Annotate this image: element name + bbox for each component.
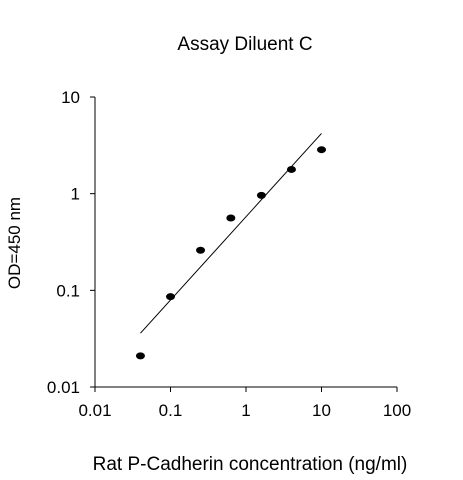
y-axis-ticks: 0.01 0.1 1 10 bbox=[47, 88, 95, 397]
data-point bbox=[226, 214, 236, 222]
y-tick-label: 0.01 bbox=[47, 378, 80, 397]
plot-area: 0.01 0.1 1 10 100 0.01 0.1 1 10 bbox=[47, 88, 411, 420]
x-axis-ticks: 0.01 0.1 1 10 100 bbox=[78, 387, 411, 420]
chart-title: Assay Diluent C bbox=[177, 34, 312, 55]
data-point bbox=[286, 165, 296, 173]
y-tick-label: 0.1 bbox=[56, 281, 80, 300]
y-tick-label: 10 bbox=[61, 88, 80, 107]
data-points bbox=[135, 146, 326, 360]
x-tick-label: 1 bbox=[241, 401, 250, 420]
x-tick-label: 0.01 bbox=[78, 401, 111, 420]
data-point bbox=[166, 293, 175, 301]
data-point bbox=[196, 246, 206, 254]
x-tick-label: 0.1 bbox=[159, 401, 183, 420]
data-point bbox=[135, 352, 145, 360]
x-tick-label: 10 bbox=[312, 401, 331, 420]
data-point bbox=[317, 146, 326, 154]
data-point bbox=[256, 191, 266, 199]
x-tick-label: 100 bbox=[383, 401, 411, 420]
fit-line bbox=[140, 133, 322, 334]
fit-lines bbox=[140, 133, 322, 334]
y-tick-label: 1 bbox=[71, 185, 80, 204]
x-axis-label: Rat P-Cadherin concentration (ng/ml) bbox=[93, 454, 408, 475]
y-axis-label: OD=450 nm bbox=[5, 197, 24, 289]
